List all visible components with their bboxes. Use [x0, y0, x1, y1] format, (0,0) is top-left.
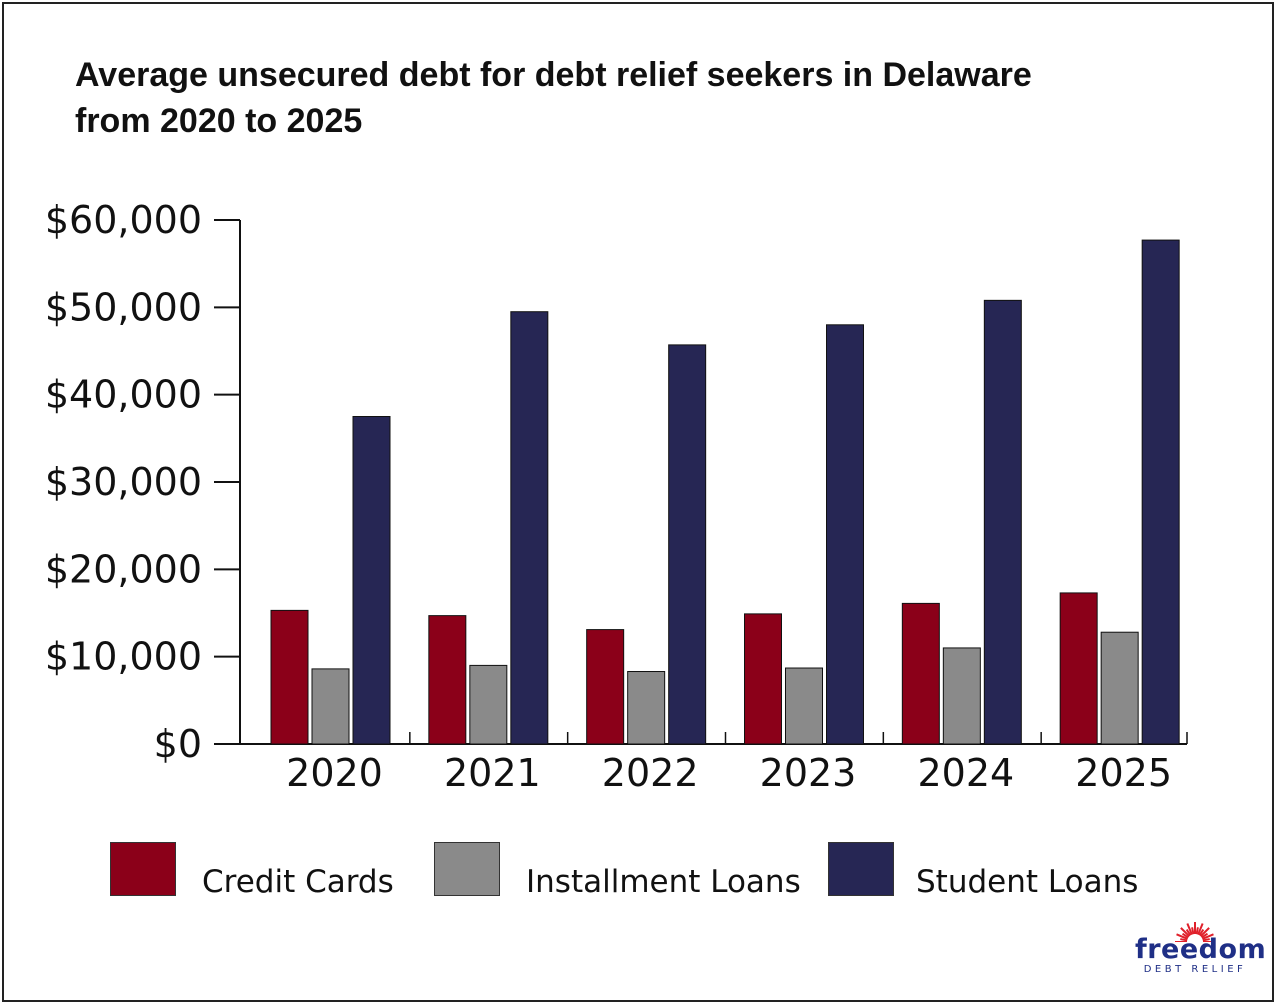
bar-credit-cards [428, 615, 467, 745]
sun-ray [1191, 927, 1195, 935]
sunburst-icon [1175, 922, 1215, 942]
logo-tagline: DEBT RELIEF [1143, 964, 1247, 975]
bar-student-loans [1141, 239, 1180, 745]
bar-installment-loans [1100, 631, 1139, 745]
sun-ray [1176, 933, 1188, 940]
legend-swatch-installment-loans [434, 842, 500, 896]
sun-ray [1199, 927, 1210, 938]
x-tick-label: 2024 [917, 751, 1014, 795]
bar-student-loans [668, 344, 707, 745]
y-tick-label: $20,000 [45, 547, 202, 591]
y-tick-label: $0 [154, 722, 202, 766]
bar-credit-cards [744, 613, 782, 745]
legend-swatch-credit-cards [110, 842, 176, 896]
y-tick-label: $30,000 [45, 460, 202, 504]
bar-installment-loans [785, 667, 823, 745]
bar-credit-cards [1059, 592, 1098, 745]
sun-ray [1195, 927, 1199, 935]
sun-ray [1180, 927, 1191, 938]
sun-ray [1201, 932, 1209, 939]
sun-ray [1198, 928, 1205, 936]
sun-ray [1180, 938, 1188, 942]
y-tick-label: $40,000 [45, 373, 202, 417]
chart-title: Average unsecured debt for debt relief s… [75, 52, 1175, 144]
legend-label-credit-cards: Credit Cards [202, 864, 394, 900]
legend-label-installment-loans: Installment Loans [526, 864, 801, 900]
chart-title-line-2: from 2020 to 2025 [75, 102, 363, 140]
bar-installment-loans [469, 664, 508, 745]
x-tick-label: 2023 [760, 751, 857, 795]
bar-student-loans [983, 299, 1022, 745]
y-tick-label: $50,000 [45, 285, 202, 329]
bar-credit-cards [901, 602, 940, 745]
bar-installment-loans [311, 668, 350, 745]
bar-credit-cards [586, 629, 625, 745]
bar-installment-loans [627, 671, 666, 745]
bar-student-loans [352, 416, 391, 745]
y-tick-label: $10,000 [45, 635, 202, 679]
bar-installment-loans [942, 647, 981, 745]
sun-ray [1181, 932, 1189, 939]
x-tick-label: 2021 [444, 751, 541, 795]
legend-swatch-student-loans [828, 842, 894, 896]
bar-student-loans [510, 311, 549, 745]
freedom-debt-relief-logo: freedom DEBT RELIEF [1135, 912, 1267, 982]
y-tick-label: $60,000 [45, 198, 202, 242]
chart-title-line-1: Average unsecured debt for debt relief s… [75, 56, 1032, 94]
sun-ray [1202, 938, 1210, 942]
sun-ray [1185, 928, 1192, 936]
bar-credit-cards [270, 609, 309, 745]
logo-wordmark: freedom [1135, 934, 1267, 965]
legend-label-student-loans: Student Loans [916, 864, 1139, 900]
sun-ray [1202, 933, 1214, 940]
x-tick-label: 2020 [286, 751, 383, 795]
sun-ray [1197, 923, 1204, 935]
x-tick-label: 2022 [602, 751, 699, 795]
bar-student-loans [826, 324, 864, 745]
sun-ray [1186, 923, 1193, 935]
x-tick-label: 2025 [1075, 751, 1172, 795]
